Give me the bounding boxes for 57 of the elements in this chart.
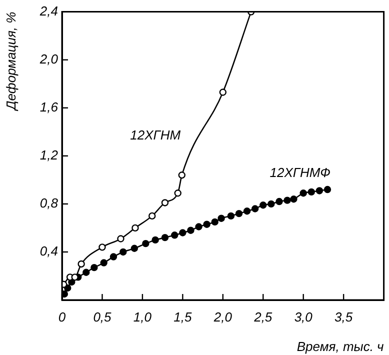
- y-tick-label: 1,2: [40, 148, 59, 163]
- series-label: 12ХГНМ: [130, 127, 181, 142]
- y-tick-label: 2,4: [38, 3, 58, 18]
- point: [227, 212, 235, 220]
- x-tick-label: 2,0: [212, 309, 233, 324]
- point: [268, 200, 275, 208]
- x-tick-label: 1,0: [133, 309, 152, 324]
- x-tick-label: 0: [58, 309, 66, 324]
- point: [132, 224, 139, 232]
- point: [178, 172, 186, 179]
- point: [243, 208, 251, 215]
- point: [316, 187, 324, 194]
- x-tick-label: 1,5: [174, 309, 192, 324]
- x-tick-label: 2,5: [253, 309, 273, 324]
- y-tick-label: 0,8: [40, 196, 59, 211]
- point: [308, 188, 315, 196]
- x-tick-label: 3,5: [334, 309, 354, 324]
- point: [161, 234, 169, 242]
- point: [219, 88, 226, 96]
- y-tick-label: 1,6: [40, 99, 59, 114]
- point: [148, 212, 156, 220]
- point: [100, 259, 108, 266]
- point: [82, 268, 90, 276]
- point: [71, 274, 78, 281]
- point: [187, 226, 194, 234]
- point: [90, 264, 98, 272]
- point: [120, 248, 127, 256]
- point: [203, 220, 210, 228]
- point: [300, 190, 307, 197]
- point: [171, 232, 178, 239]
- point: [211, 218, 218, 226]
- point: [195, 223, 202, 230]
- x-tick-label: 3,0: [294, 309, 314, 324]
- point: [130, 244, 138, 252]
- point: [260, 202, 267, 209]
- y-axis-title: Деформация, %: [3, 12, 18, 112]
- x-tick-label: 0,5: [93, 309, 112, 324]
- x-axis-title: Время, тыс. ч: [296, 338, 384, 354]
- point: [174, 190, 182, 197]
- point: [98, 244, 106, 251]
- point: [235, 210, 243, 218]
- point: [117, 235, 124, 242]
- point: [142, 240, 150, 248]
- point: [161, 199, 169, 206]
- series-label: 12ХГНМФ: [270, 164, 331, 180]
- point: [324, 186, 332, 194]
- point: [251, 205, 259, 212]
- point: [218, 214, 225, 222]
- y-tick-label: 0,4: [40, 244, 58, 259]
- point: [78, 260, 85, 268]
- point: [290, 196, 298, 203]
- point: [276, 198, 283, 206]
- point: [179, 229, 186, 236]
- point: [152, 236, 159, 244]
- point: [110, 253, 118, 260]
- y-tick-label: 2,0: [38, 51, 59, 66]
- point: [284, 196, 291, 204]
